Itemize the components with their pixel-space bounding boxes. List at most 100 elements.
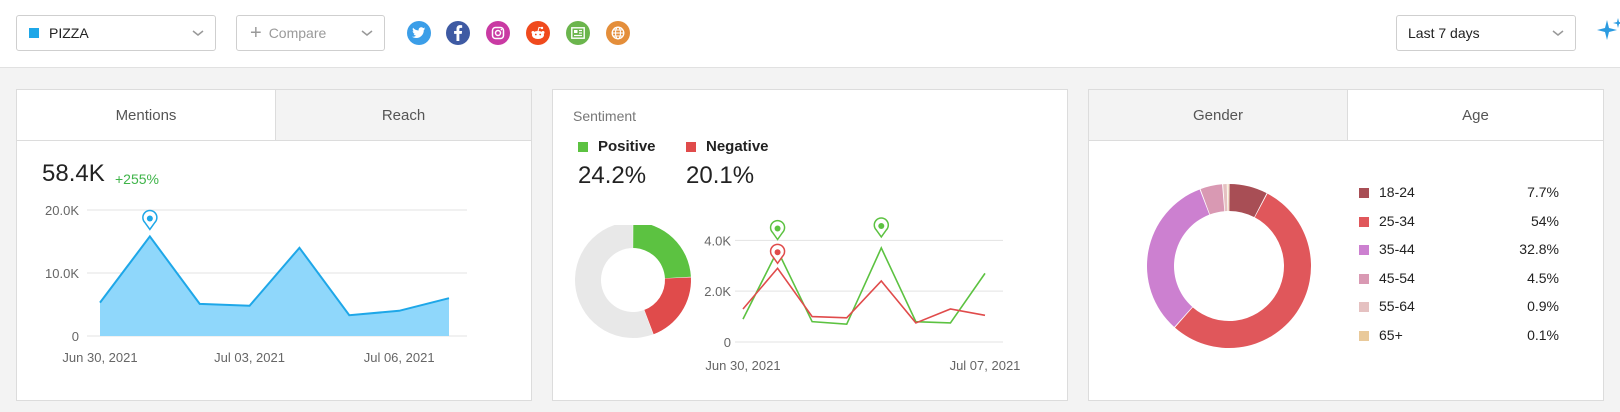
sentiment-card: Sentiment Positive Negative 24.2% 20.1% … <box>552 89 1068 401</box>
tab-gender-label: Gender <box>1192 106 1244 124</box>
age-slice-25-34 <box>1174 193 1311 349</box>
age-legend-row: 45-54 4.5% <box>1359 269 1559 289</box>
age-legend-value: 32.8% <box>1519 241 1559 258</box>
y-tick-label: 0 <box>72 329 79 344</box>
age-legend-value: 0.1% <box>1527 327 1559 343</box>
sentiment-title: Sentiment <box>573 108 637 124</box>
top-bar: PIZZA + Compare Last 7 days <box>0 0 1620 68</box>
age-legend-label: 25-34 <box>1379 212 1415 229</box>
tab-gender[interactable]: Gender <box>1089 90 1347 141</box>
age-legend-value: 7.7% <box>1527 184 1559 200</box>
plus-icon: + <box>250 22 262 44</box>
mentions-area-chart: 0 10.0K 20.0K Jun 30, 2021 Jul 03, 2021 Jul 0… <box>45 203 467 365</box>
x-tick-label: Jul 07, 2021 <box>950 358 1021 373</box>
age-legend-swatch <box>1359 216 1369 227</box>
negative-slice <box>644 277 691 335</box>
mentions-line <box>99 234 450 317</box>
age-legend-swatch <box>1359 188 1369 198</box>
age-legend-label: 55-64 <box>1379 298 1415 315</box>
positive-legend: Positive <box>578 138 656 155</box>
age-legend-swatch <box>1359 331 1369 341</box>
tab-reach[interactable]: Reach <box>275 90 531 141</box>
age-slice-55-64 <box>1223 184 1228 212</box>
positive-peak-marker <box>873 217 889 239</box>
x-tick-label: Jul 03, 2021 <box>214 350 285 365</box>
mentions-card: Mentions Reach 58.4K +255% 0 10.0K 20.0K Ju… <box>16 89 532 401</box>
tab-mentions[interactable]: Mentions <box>17 90 275 141</box>
facebook-icon[interactable] <box>446 21 470 45</box>
tab-reach-label: Reach <box>381 106 426 124</box>
news-icon[interactable] <box>566 21 590 45</box>
tab-mentions-label: Mentions <box>115 106 177 124</box>
age-legend-row: 35-44 32.8% <box>1359 240 1559 260</box>
compare-select-label: Compare <box>268 25 327 41</box>
y-tick-label: 0 <box>724 335 731 350</box>
web-icon[interactable] <box>606 21 630 45</box>
negative-line <box>742 266 986 324</box>
positive-label: Positive <box>598 138 656 155</box>
tab-age-label: Age <box>1462 106 1489 124</box>
peak-marker-dot <box>146 215 153 222</box>
y-tick-label: 4.0K <box>704 233 731 248</box>
negative-peak-marker <box>769 243 786 265</box>
instagram-icon[interactable] <box>486 21 510 45</box>
age-legend-label: 65+ <box>1379 327 1403 343</box>
chevron-down-icon <box>192 30 204 36</box>
date-range-select[interactable]: Last 7 days <box>1396 15 1576 51</box>
age-legend-label: 35-44 <box>1379 241 1415 258</box>
mentions-area <box>100 236 449 336</box>
negative-peak-marker-dot <box>774 249 781 256</box>
sentiment-line-chart: 0 2.0K 4.0K Jun 30, 2021 Jul 07, 2021 <box>704 217 1021 373</box>
chevron-down-icon <box>1552 30 1564 36</box>
positive-slice <box>633 225 691 279</box>
age-legend-row: 18-24 7.7% <box>1359 183 1559 203</box>
y-tick-label: 10.0K <box>45 266 79 281</box>
positive-line <box>742 246 986 326</box>
x-tick-label: Jul 06, 2021 <box>364 350 435 365</box>
positive-value: 24.2% <box>578 162 647 189</box>
age-slice-35-44 <box>1147 189 1210 328</box>
age-legend-row: 55-64 0.9% <box>1359 297 1559 317</box>
age-legend-value: 0.9% <box>1527 298 1559 315</box>
negative-value: 20.1% <box>686 162 755 189</box>
twitter-icon[interactable] <box>407 21 431 45</box>
age-legend-swatch <box>1359 245 1369 256</box>
age-legend-label: 45-54 <box>1379 269 1415 286</box>
age-legend-row: 65+ 0.1% <box>1359 326 1559 346</box>
sparkle-icon[interactable] <box>1596 17 1620 45</box>
mentions-total: 58.4K <box>42 160 105 187</box>
negative-label: Negative <box>706 138 769 155</box>
brand-select[interactable]: PIZZA <box>16 15 216 51</box>
tab-age[interactable]: Age <box>1347 90 1603 141</box>
demographics-card: Gender Age 18-24 7.7% 25-34 54% 35-44 32.8% 45… <box>1088 89 1604 401</box>
negative-legend: Negative <box>686 138 769 155</box>
positive-peak-marker-dot <box>774 225 781 232</box>
date-range-label: Last 7 days <box>1408 25 1480 41</box>
positive-peak-marker <box>769 219 786 241</box>
brand-select-label: PIZZA <box>49 25 89 41</box>
reddit-icon[interactable] <box>526 21 550 45</box>
age-legend-swatch <box>1359 302 1369 313</box>
mentions-growth: +255% <box>115 171 159 187</box>
x-tick-label: Jun 30, 2021 <box>62 350 137 365</box>
positive-peak-marker-dot <box>878 222 885 229</box>
age-legend-row: 25-34 54% <box>1359 212 1559 232</box>
age-legend-label: 18-24 <box>1379 184 1415 200</box>
y-tick-label: 2.0K <box>704 284 731 299</box>
positive-swatch <box>578 141 588 152</box>
x-tick-label: Jun 30, 2021 <box>705 358 780 373</box>
sentiment-donut-chart <box>575 225 691 338</box>
age-legend-value: 4.5% <box>1527 269 1559 286</box>
y-tick-label: 20.0K <box>45 203 79 218</box>
neutral-slice <box>575 225 654 338</box>
age-legend-value: 54% <box>1530 212 1559 229</box>
brand-color-swatch <box>29 28 39 38</box>
chevron-down-icon <box>361 30 373 36</box>
peak-marker <box>142 209 158 231</box>
negative-swatch <box>686 141 696 152</box>
age-donut-chart <box>1147 184 1311 349</box>
age-slice-45-54 <box>1200 184 1225 215</box>
age-slice-65plus <box>1227 184 1229 212</box>
compare-select[interactable]: + Compare <box>236 15 385 51</box>
age-legend-swatch <box>1359 273 1369 284</box>
